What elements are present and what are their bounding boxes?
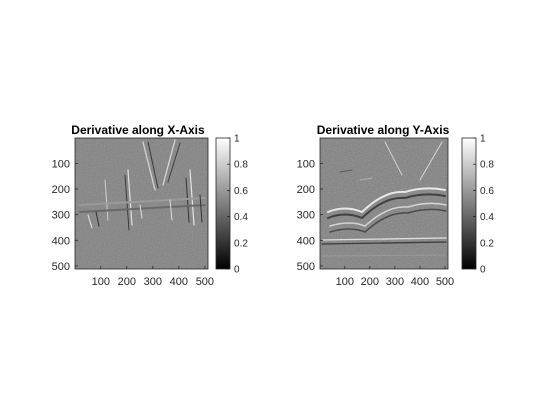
colorbar: 0 0.2 0.4 0.6 0.8 1 xyxy=(461,134,494,276)
colorbar-ticks: 0 0.2 0.4 0.6 0.8 1 xyxy=(227,134,248,276)
x-tick-label: 300 xyxy=(386,276,404,288)
colorbar-tick-label: 0 xyxy=(234,265,240,276)
axes: 100 200 300 400 500 100 200 300 400 500 xyxy=(52,137,214,288)
colorbar-tick-label: 1 xyxy=(234,134,240,145)
colorbar-tick-label: 0.4 xyxy=(234,212,248,223)
y-tick-label: 100 xyxy=(52,158,70,170)
colorbar-tick-label: 0.2 xyxy=(234,238,248,249)
colorbar-tick-label: 0.6 xyxy=(234,186,248,197)
chart-panel-y-derivative: Derivative along Y-Axis 100 200 300 400 5001… xyxy=(297,123,495,288)
axes-box xyxy=(319,137,449,270)
x-tick-label: 100 xyxy=(336,276,354,288)
y-tick-label: 500 xyxy=(297,261,315,273)
image-area xyxy=(75,138,208,269)
chart-panel-x-derivative: Derivative along X-Axis xyxy=(52,123,249,288)
colorbar-gradient xyxy=(461,137,477,270)
x-tick-label: 200 xyxy=(118,276,136,288)
colorbar-tick-label: 0.4 xyxy=(480,212,494,223)
y-tick-label: 300 xyxy=(297,210,315,222)
x-tick-label: 400 xyxy=(411,276,429,288)
colorbar-tick-label: 0.8 xyxy=(234,160,248,171)
x-tick-label: 500 xyxy=(196,276,214,288)
y-tick-label: 200 xyxy=(52,184,70,196)
axes: 100 200 300 400 500 100 200 300 400 500 xyxy=(297,137,454,288)
colorbar-tick-label: 0.2 xyxy=(480,238,494,249)
y-tick-label: 200 xyxy=(297,184,315,196)
x-tick-label: 200 xyxy=(361,276,379,288)
colorbar-tick-label: 0 xyxy=(480,265,486,276)
y-tick-label: 500 xyxy=(52,261,70,273)
image-edge-features xyxy=(321,141,447,257)
x-tick-label: 400 xyxy=(170,276,188,288)
colorbar-tick-label: 0.8 xyxy=(480,160,494,171)
colorbar-tick-label: 1 xyxy=(480,134,486,145)
x-tick-label: 500 xyxy=(436,276,454,288)
image-edge-features xyxy=(79,139,206,231)
image-area xyxy=(320,138,448,269)
x-tick-label: 300 xyxy=(144,276,162,288)
y-tick-label: 400 xyxy=(52,235,70,247)
chart-title: Derivative along X-Axis xyxy=(71,123,205,137)
y-tick-label: 100 xyxy=(297,158,315,170)
colorbar: 0 0.2 0.4 0.6 0.8 1 xyxy=(215,134,248,276)
axes-box xyxy=(74,137,209,270)
x-tick-label: 100 xyxy=(92,276,110,288)
colorbar-tick-label: 0.6 xyxy=(480,186,494,197)
y-tick-label: 400 xyxy=(297,235,315,247)
y-tick-label: 300 xyxy=(52,210,70,222)
chart-title: Derivative along Y-Axis xyxy=(317,123,450,137)
colorbar-gradient xyxy=(215,137,231,270)
colorbar-ticks: 0 0.2 0.4 0.6 0.8 1 xyxy=(473,134,494,276)
